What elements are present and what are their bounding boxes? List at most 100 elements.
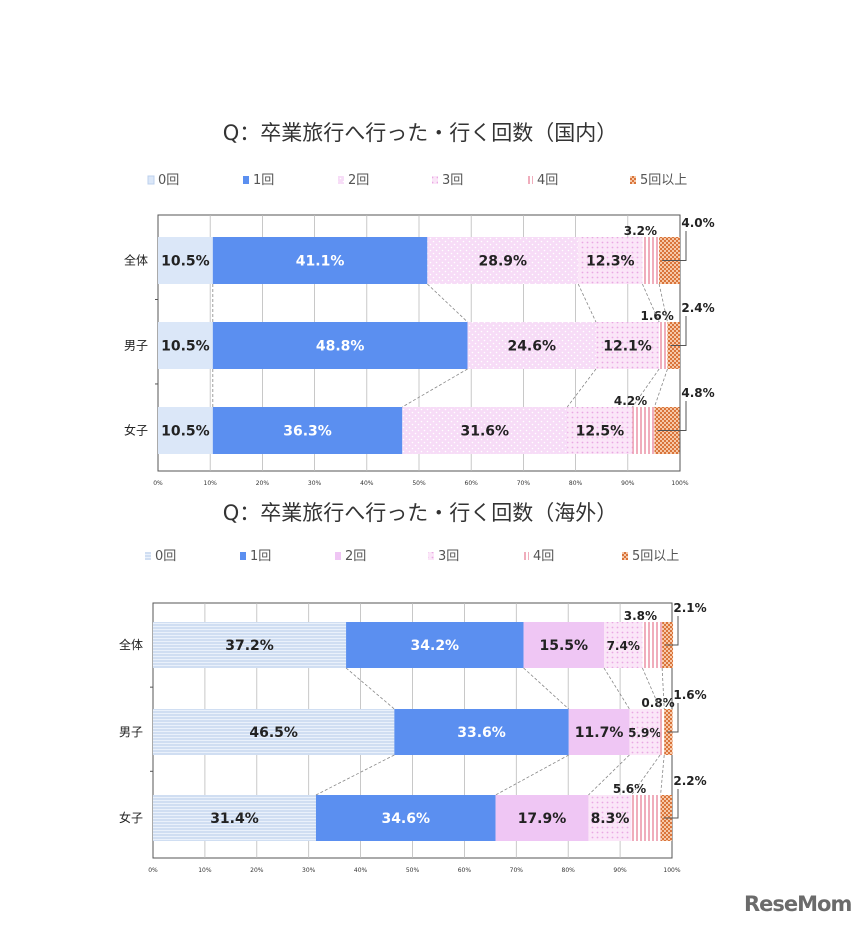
chart1-connector-0-4 <box>658 283 668 323</box>
chart1-legend-label-5: 5回以上 <box>640 173 687 188</box>
chart2-leader-1 <box>667 703 679 733</box>
chart1-label-2-4: 4.2% <box>614 394 647 408</box>
chart1-bar-0-4 <box>642 237 660 284</box>
chart2-bar-2-2 <box>495 795 589 841</box>
chart1-legend-label-3: 3回 <box>442 173 463 188</box>
chart1-label-0-0: 10.5% <box>161 254 210 270</box>
chart1-leader-0 <box>662 231 687 261</box>
chart1-bar-1-0 <box>158 322 213 369</box>
chart1-leader-2 <box>657 401 687 431</box>
chart2-legend-swatch-3 <box>428 552 434 560</box>
chart2-row-label-2: 女子 <box>119 810 143 825</box>
chart1-label-1-4: 1.6% <box>640 309 673 323</box>
chart2-label-0-3: 7.4% <box>607 639 640 653</box>
chart2-tick-7: 70% <box>510 867 524 874</box>
chart2-tick-9: 90% <box>613 867 627 874</box>
chart2-label-0-5: 2.1% <box>673 601 706 615</box>
chart2-leader-0 <box>665 616 679 646</box>
chart1-tick-4: 40% <box>360 480 374 487</box>
chart2-legend-swatch-2 <box>335 552 341 560</box>
chart1-legend-swatch-5 <box>630 176 636 184</box>
chart1-row-label-1: 男子 <box>124 339 148 353</box>
chart2-bar-1-2 <box>568 709 630 755</box>
chart2-bar-0-1 <box>346 622 524 668</box>
chart2-connector-1-3 <box>631 754 661 796</box>
chart1-bar-0-2 <box>427 237 579 284</box>
chart1-tick-10: 100% <box>671 480 688 487</box>
chart2-legend-label-3: 3回 <box>438 549 459 564</box>
chart1-bar-0-3 <box>578 237 643 284</box>
chart2-legend-label-0: 0回 <box>155 549 176 564</box>
chart2-tick-3: 30% <box>302 867 316 874</box>
resemom-logo: ReseMom <box>744 892 852 916</box>
chart1-label-2-5: 4.8% <box>681 386 714 400</box>
chart1-bar-1-2 <box>467 322 596 369</box>
chart1-label-2-2: 31.6% <box>460 424 509 440</box>
chart1-connector-0-3 <box>642 283 660 323</box>
chart2-tick-0: 0% <box>148 867 158 874</box>
chart1-bar-0-0 <box>158 237 213 284</box>
chart1-bar-2-2 <box>402 407 568 454</box>
chart1-row-label-0: 全体 <box>124 253 148 268</box>
chart1-bar-1-1 <box>212 322 468 369</box>
chart2-bar-1-4 <box>660 709 665 755</box>
chart2-legend-label-4: 4回 <box>533 549 554 564</box>
chart1-connector-1-1 <box>402 368 468 408</box>
chart1-label-0-3: 12.3% <box>586 254 635 270</box>
chart2-label-1-3: 5.9% <box>628 726 661 740</box>
chart2-bar-2-0 <box>153 795 316 841</box>
chart2-bar-0-0 <box>153 622 347 668</box>
chart2-connector-0-2 <box>603 667 630 710</box>
chart1-legend-swatch-1 <box>243 176 249 184</box>
chart1-tick-8: 80% <box>569 480 583 487</box>
chart2-legend-swatch-1 <box>240 552 246 560</box>
chart2-legend-swatch-4 <box>523 552 529 560</box>
chart2-bar-0-3 <box>604 622 643 668</box>
chart2-connector-1-2 <box>588 754 630 796</box>
chart1-tick-2: 20% <box>256 480 270 487</box>
chart2-leader-2 <box>663 789 679 819</box>
chart2-tick-2: 20% <box>250 867 264 874</box>
chart1-connector-0-1 <box>427 283 468 323</box>
chart1-tick-7: 70% <box>517 480 531 487</box>
chart1-legend-label-4: 4回 <box>537 173 558 188</box>
chart1-label-1-3: 12.1% <box>603 339 652 355</box>
chart1-legend-label-0: 0回 <box>158 173 179 188</box>
chart2-bar-0-2 <box>523 622 605 668</box>
chart1-legend-swatch-4 <box>527 176 533 184</box>
chart2-row-label-1: 男子 <box>119 725 143 739</box>
chart2-label-0-4: 3.8% <box>624 609 657 623</box>
chart2-legend-swatch-5 <box>622 552 628 560</box>
chart2-legend-label-2: 2回 <box>345 549 366 564</box>
chart1-label-1-2: 24.6% <box>507 339 556 355</box>
chart1-connector-1-3 <box>632 368 660 408</box>
chart2-label-2-1: 34.6% <box>381 811 430 827</box>
chart2-label-2-5: 2.2% <box>673 774 706 788</box>
chart2-connector-1-1 <box>495 754 569 796</box>
chart1-bar-0-1 <box>212 237 428 284</box>
chart1-leader-1 <box>670 316 687 346</box>
chart1-label-0-1: 41.1% <box>296 254 345 270</box>
chart2-label-0-2: 15.5% <box>539 638 588 654</box>
chart1-legend-swatch-3 <box>432 176 438 184</box>
chart1-label-1-5: 2.4% <box>681 301 714 315</box>
chart2-legend-swatch-0 <box>145 552 151 560</box>
chart2-tick-4: 40% <box>354 867 368 874</box>
chart1-tick-0: 0% <box>153 480 163 487</box>
chart1-label-1-1: 48.8% <box>316 339 365 355</box>
chart2-bar-2-4 <box>631 795 661 841</box>
chart2-bar-1-3 <box>629 709 661 755</box>
chart2-label-1-5: 1.6% <box>673 688 706 702</box>
chart1-bar-1-3 <box>595 322 660 369</box>
chart1-label-1-0: 10.5% <box>161 339 210 355</box>
chart1-label-2-3: 12.5% <box>576 424 625 440</box>
chart2-label-2-3: 8.3% <box>591 811 630 827</box>
chart1-tick-3: 30% <box>308 480 322 487</box>
chart1-tick-9: 90% <box>621 480 635 487</box>
chart2-legend-label-1: 1回 <box>250 549 271 564</box>
chart2-tick-5: 50% <box>406 867 420 874</box>
chart2-tick-6: 60% <box>458 867 472 874</box>
chart1-bar-2-0 <box>158 407 213 454</box>
chart1-bar-1-4 <box>659 322 668 369</box>
chart2-label-2-0: 31.4% <box>210 811 259 827</box>
